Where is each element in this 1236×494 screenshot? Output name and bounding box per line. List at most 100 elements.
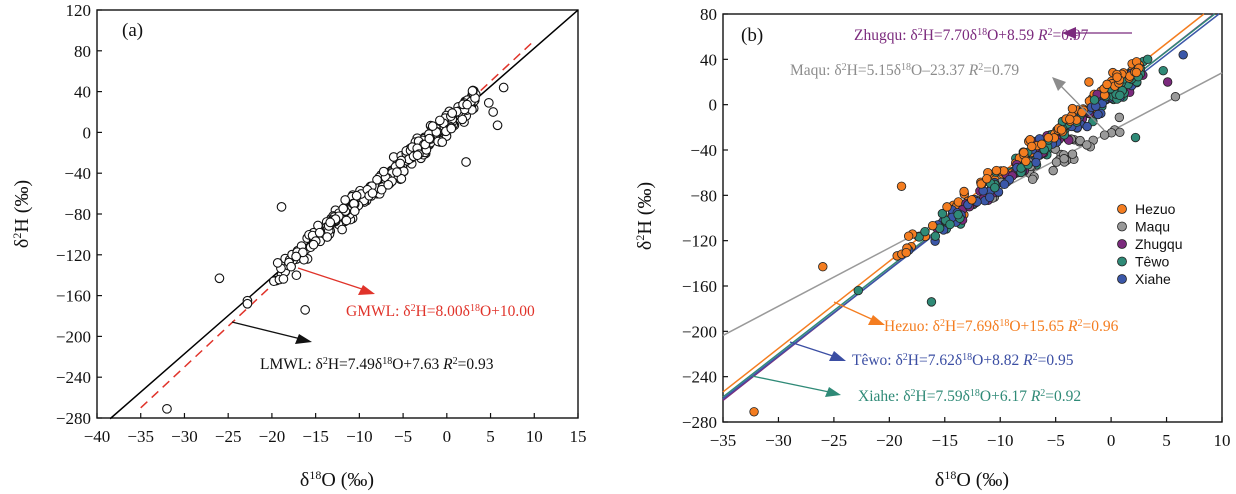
tewo-arrowhead [829, 351, 846, 361]
tewo-arrow [789, 341, 840, 359]
panel-b-points [749, 50, 1188, 417]
panel-b-y-tick-label: −200 [682, 322, 717, 341]
lmwl-eq-d: δ [316, 356, 323, 373]
equation-part: Zhugqu: [854, 27, 910, 44]
hezuo-point [1067, 103, 1078, 114]
panel-b-frame [722, 13, 1223, 423]
hezuo-point [967, 195, 977, 205]
panel-a-x-ticks: −40 −35 −30 −25 −20 −15 −10 −5 0 5 10 15 [84, 413, 587, 446]
equation-part: Têwo: [852, 352, 895, 369]
equation-part: δ [955, 352, 962, 369]
panel-b-y-tick-label: 0 [709, 96, 718, 115]
equation-part: R [968, 62, 979, 79]
hezuo-point [1037, 139, 1047, 150]
equation-part: δ [910, 27, 917, 44]
equation-part: =0.96 [1082, 318, 1118, 335]
equation-part: O+15.65 [1009, 318, 1068, 335]
gmwl-arrowhead [358, 285, 375, 295]
equation-part: R [1022, 352, 1033, 369]
tewo-point [953, 210, 963, 220]
panel-b-x-ticks: −35 −30 −25 −20 −15 −10 −5 0 5 10 [710, 417, 1231, 450]
panel-a-x-tick-label: −30 [171, 427, 198, 446]
sample-point [372, 174, 382, 185]
sample-point [383, 179, 394, 190]
sample-point [446, 123, 457, 134]
equation-part: 2 [1040, 388, 1045, 399]
panel-b-y-tick-label: −280 [682, 413, 717, 432]
sample-point [488, 107, 499, 117]
maqu-point [1082, 140, 1092, 150]
xiahe-arrowhead [825, 387, 841, 397]
sample-point [462, 99, 472, 110]
hezuo-point [982, 174, 992, 184]
equation-part: H=5.15 [847, 62, 894, 79]
hezuo-point [749, 407, 759, 417]
maqu-point [1114, 112, 1125, 123]
panel-a-x-tick-label: 5 [486, 427, 495, 446]
equation-part: 18 [970, 388, 980, 399]
equation-part: 18 [962, 352, 972, 363]
panel-b-x-tick-label: 0 [1107, 431, 1116, 450]
tewo-point [1130, 132, 1141, 143]
hezuo-arrowhead [868, 315, 885, 325]
sample-point [162, 403, 172, 414]
equation-part: 2 [911, 388, 916, 399]
tewo-point [990, 182, 1000, 193]
equation-part: 2 [1033, 352, 1038, 363]
hezuo-point [1056, 125, 1067, 135]
hezuo-point [1027, 141, 1037, 152]
legend-label: Xiahe [1135, 271, 1171, 287]
panel-b-x-tick-label: −10 [987, 431, 1014, 450]
panel-a-ylabel: δ2H (‰) [10, 180, 33, 248]
sample-point [424, 133, 435, 144]
lmwl-equation: LMWL: δ2H=7.49δ18O+7.63 R2=0.93 [260, 356, 494, 374]
sample-point [340, 195, 351, 205]
equation-part: δ [895, 352, 902, 369]
hezuo-point [1084, 77, 1094, 87]
panel-a-y-tick-label: −200 [56, 327, 91, 346]
equation-part: Maqu: [790, 62, 834, 79]
equation-part: R [1030, 388, 1041, 405]
equation-part: δ [903, 388, 910, 405]
zhugqu-point [1162, 77, 1173, 87]
equation-part: =0.95 [1038, 352, 1074, 369]
sample-point [276, 202, 287, 212]
panel-a-y-tick-label: 0 [83, 123, 92, 142]
panel-b-x-tick-label: −30 [765, 431, 792, 450]
equation-part: =0.97 [1053, 27, 1089, 44]
equation-part: Hezuo: [884, 318, 933, 335]
equation-part: δ [894, 62, 901, 79]
panel-a-y-tick-label: −280 [56, 409, 91, 428]
sample-point [396, 173, 407, 184]
gmwl-eq-rest: O+10.00 [480, 303, 535, 320]
legend-marker [1117, 256, 1127, 267]
tewo-point [930, 231, 941, 241]
sample-point [492, 120, 503, 131]
sample-point [286, 261, 296, 272]
panel-a-x-tick-label: −40 [84, 427, 111, 446]
lmwl-eq-r: R [442, 356, 453, 373]
xiahe-point [999, 179, 1010, 190]
lmwl-eq-h: H=7.49 [328, 356, 375, 373]
panel-a-xlabel: δ18O (‰) [300, 468, 374, 491]
equation-part: =0.79 [983, 62, 1019, 79]
equation-part: δ [963, 388, 970, 405]
sample-point [395, 158, 405, 169]
hezuo-point [1043, 133, 1054, 143]
legend-label: Maqu [1135, 219, 1170, 235]
sample-point [314, 227, 325, 238]
equation-part: H=7.69 [945, 318, 992, 335]
tewo-point [920, 226, 930, 237]
panel-b-y-tick-label: −120 [682, 232, 717, 251]
equation-part: δ [970, 27, 977, 44]
hezuo-point [818, 262, 828, 272]
gmwl-arrow [297, 267, 369, 292]
tewo-point [945, 219, 955, 230]
maqu-arrow [1057, 82, 1105, 131]
panel-a-y-tick-label: 40 [74, 83, 91, 102]
equation-part: δ [834, 62, 841, 79]
legend-marker [1117, 204, 1127, 214]
gmwl-eq-h: H=8.00 [416, 303, 463, 320]
maqu-point [1170, 92, 1181, 102]
